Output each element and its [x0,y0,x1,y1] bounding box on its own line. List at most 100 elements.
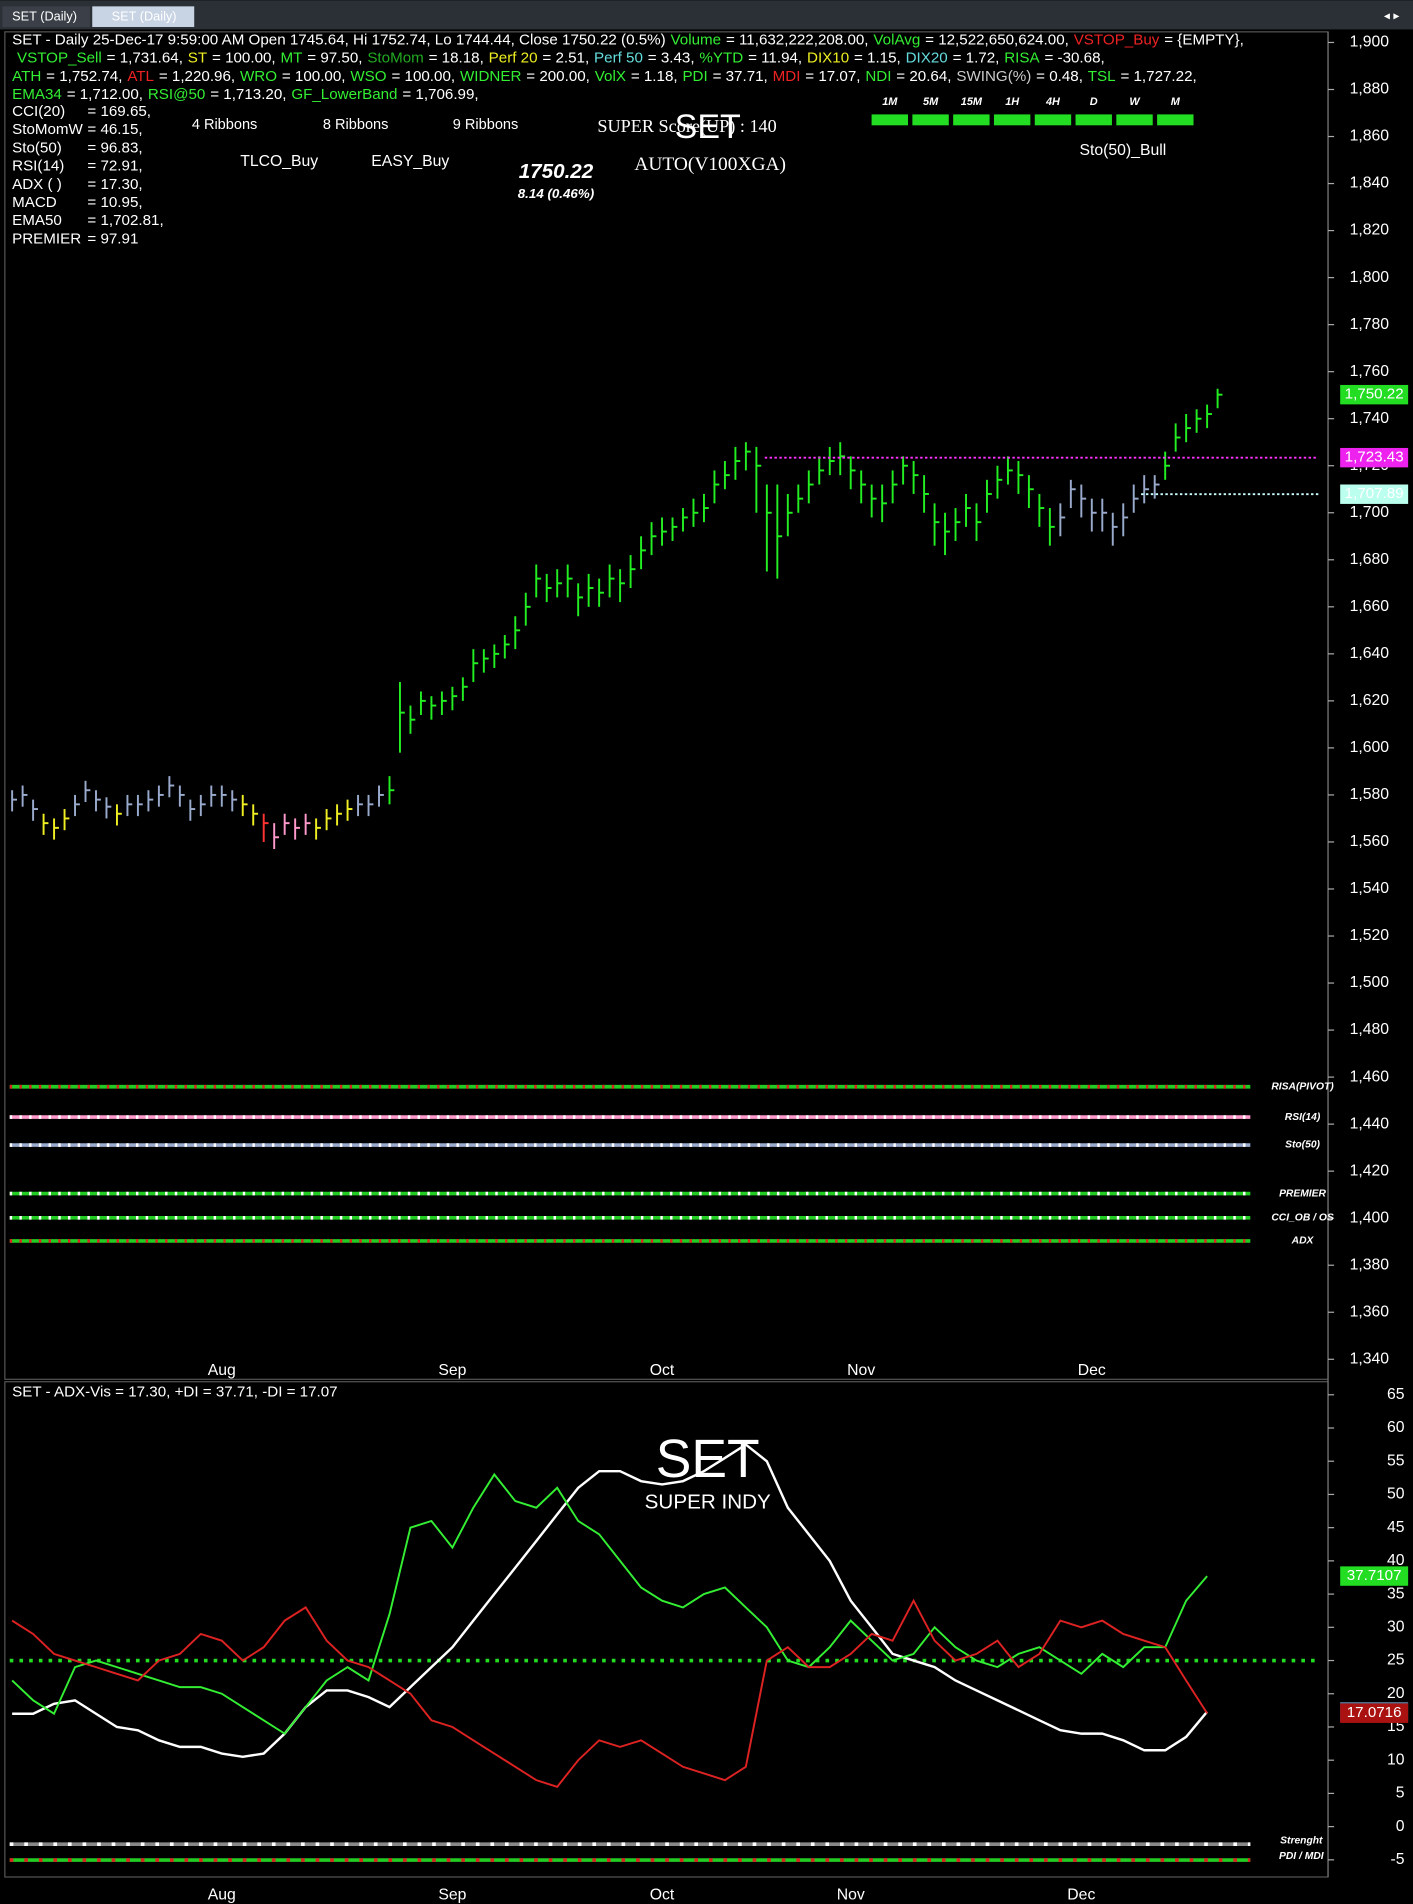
indicator-label: StoMomW [12,121,83,138]
header-segment: MDI [773,68,801,85]
y-tick-label: 1,420 [1350,1162,1390,1179]
timeframe-button[interactable] [871,114,909,126]
y-tick-label: 1,860 [1350,128,1390,145]
y-tick-label: 1,460 [1350,1068,1390,1085]
y-tick-label: 1,780 [1350,316,1390,333]
annotation: 9 Ribbons [453,117,519,133]
header-segment: SET - Daily 25-Dec-17 9:59:00 AM Open 17… [12,31,666,48]
annotation: AUTO(V100XGA) [634,154,786,175]
timeframe-button[interactable] [993,114,1031,126]
tab-label: SET (Daily) [12,9,77,24]
header-segment: TSL [1088,68,1116,85]
header-segment: = 1,752.74, [46,68,122,85]
indicator-label: EMA50 [12,212,62,229]
header-segment: = 18.18, [429,50,484,67]
header-segment: DIX10 [807,50,849,67]
header-segment: = 1,706.99, [402,86,478,103]
chart-title: SET - ADX-Vis = 17.30, +DI = 37.71, -DI … [12,1384,337,1401]
ribbon-label: PDI / MDI [1279,1851,1325,1862]
x-tick-label: Sep [438,1886,466,1903]
header-segment: = 1.15, [854,50,901,67]
header-segment: = 100.00, [282,68,346,85]
header-segment: GF_LowerBand [291,86,397,103]
last-price-label: 1,750.22 [1345,386,1404,403]
tab-bar [0,0,1413,30]
header-segment: SWING(%) [956,68,1031,85]
indicator-label: RSI(14) [12,158,64,175]
ribbon-label: RISA(PIVOT) [1271,1081,1334,1092]
y-tick-label: 1,840 [1350,175,1390,192]
indicator-value: = 46.15, [87,121,142,138]
header-segment: Perf 50 [594,50,643,67]
timeframe-button[interactable] [1075,114,1112,126]
header-segment: WSO [350,68,386,85]
timeframe-button[interactable] [1157,114,1194,126]
y-tick-label: 1,380 [1350,1256,1390,1273]
y-tick-label: 1,740 [1350,410,1390,427]
last-value-label: 37.7107 [1347,1567,1402,1584]
header-segment: = 2.51, [542,50,589,67]
y-tick-label: 20 [1387,1685,1405,1702]
header-line: VSTOP_Sell = 1,731.64, ST = 100.00, MT = 97.5… [17,50,1105,67]
y-tick-label: 1,660 [1350,598,1390,615]
header-segment: = -30.68, [1044,50,1104,67]
y-tick-label: 1,500 [1350,974,1390,991]
header-segment: VSTOP_Sell [17,50,102,67]
header-segment: RISA [1004,50,1040,67]
y-tick-label: 1,520 [1350,927,1390,944]
annotation: 4 Ribbons [192,117,258,133]
y-tick-label: 1,800 [1350,269,1390,286]
y-tick-label: 30 [1387,1618,1405,1635]
y-tick-label: 1,700 [1350,504,1390,521]
header-segment: = 97.50, [307,50,362,67]
ribbon-label: CCI_OB / OS [1271,1213,1333,1224]
indicator-value: = 1,702.81, [87,212,163,229]
x-tick-label: Aug [208,1886,236,1903]
watermark: SET [656,1430,760,1489]
header-segment: = 17.07, [805,68,860,85]
series-line [11,1598,1208,1788]
watermark: SUPER INDY [645,1491,771,1514]
header-segment: StoMom [367,50,423,67]
header-segment: Volume [671,31,722,48]
y-tick-label: 1,900 [1350,34,1390,51]
header-segment: PDI [682,68,707,85]
header-segment: VSTOP_Buy [1074,31,1160,48]
tab-arrows[interactable]: ◂ ▸ [1384,8,1400,22]
level-box [1340,447,1409,468]
x-tick-label: Dec [1078,1362,1106,1379]
timeframe-button[interactable] [912,114,949,126]
y-tick-label: 1,620 [1350,692,1390,709]
y-tick-label: 1,820 [1350,222,1390,239]
header-line: ATH = 1,752.74, ATL = 1,220.96, WRO = 100.00,… [12,68,1197,85]
timeframe-label: D [1090,96,1098,108]
indicator-label: Sto(50) [12,139,62,156]
tab-active[interactable] [92,6,195,27]
last-value-box [1340,1566,1409,1586]
x-tick-label: Oct [650,1362,675,1379]
timeframe-button[interactable] [1034,114,1072,126]
series-line [11,1472,1208,1735]
y-tick-label: 50 [1387,1486,1405,1503]
y-tick-label: 0 [1396,1818,1405,1835]
indicator-label: PREMIER [12,230,81,247]
y-tick-label: 55 [1387,1452,1405,1469]
header-segment: ST [188,50,207,67]
ribbon-label: Sto(50) [1285,1140,1320,1151]
indicator-value: = 10.95, [87,194,142,211]
timeframe-button[interactable] [953,114,990,126]
header-segment: = 1,713.20, [210,86,286,103]
x-tick-label: Aug [208,1362,236,1379]
y-tick-label: 65 [1387,1386,1405,1403]
tab[interactable] [2,6,90,27]
header-segment: = {EMPTY}, [1164,31,1244,48]
timeframe-button[interactable] [1116,114,1153,126]
x-tick-label: Sep [438,1362,466,1379]
header-segment: = 11,632,222,208.00, [726,31,869,48]
y-tick-label: 1,680 [1350,551,1390,568]
content: SET (Daily) SET (Daily) SET - Daily 25-Dec… [9,9,1409,1903]
y-tick-label: 1,640 [1350,645,1390,662]
y-tick-label: 1,600 [1350,739,1390,756]
header-segment: = 11.94, [748,50,802,67]
